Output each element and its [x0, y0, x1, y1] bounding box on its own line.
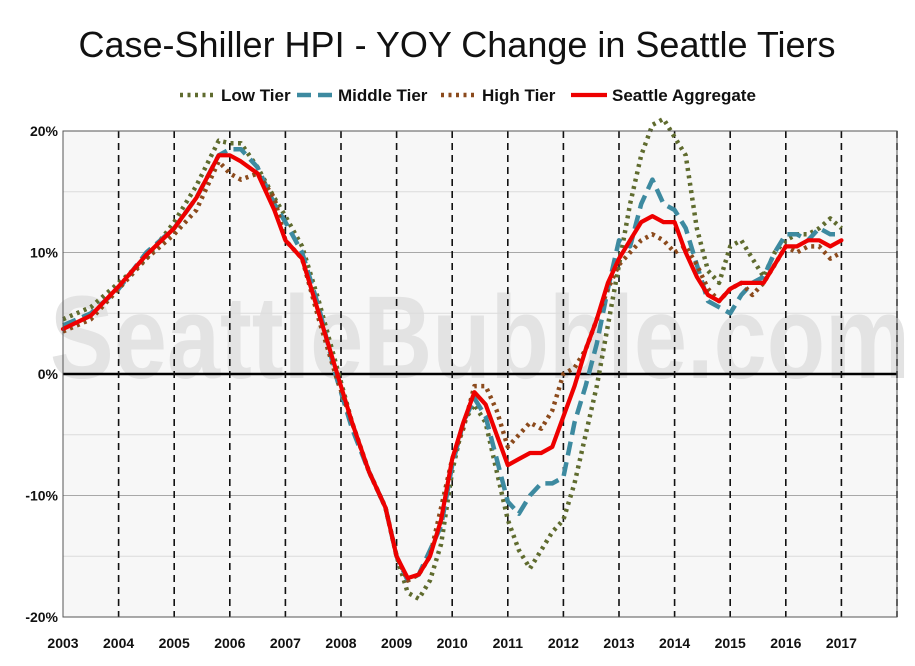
x-tick-label: 2011 — [493, 635, 524, 651]
legend: Low Tier Middle Tier High Tier Seattle Aggr… — [180, 86, 756, 105]
x-tick-label: 2017 — [826, 635, 857, 651]
legend-label: Low Tier — [221, 86, 291, 105]
x-tick-label: 2007 — [270, 635, 301, 651]
x-tick-label: 2006 — [214, 635, 245, 651]
legend-item: High Tier — [441, 86, 556, 105]
chart-title: Case-Shiller HPI - YOY Change in Seattle… — [78, 24, 835, 65]
x-tick-label: 2004 — [103, 635, 134, 651]
y-axis: 20% 10% 0% -10% -20% — [25, 123, 58, 625]
x-tick-label: 2014 — [659, 635, 690, 651]
x-tick-label: 2005 — [159, 635, 190, 651]
x-axis: 2003 2004 2005 2006 2007 2008 2009 2010 2011 2012… — [47, 635, 857, 651]
plot-area: SeattleBubble.com — [50, 116, 910, 618]
x-tick-label: 2012 — [548, 635, 579, 651]
legend-item: Low Tier — [180, 86, 291, 105]
series-line-high-tier — [62, 159, 843, 583]
x-tick-label: 2013 — [603, 635, 634, 651]
x-tick-label: 2003 — [47, 635, 78, 651]
watermark-text: SeattleBubble.com — [50, 272, 910, 404]
x-tick-label: 2016 — [770, 635, 801, 651]
y-tick-label: -10% — [25, 488, 58, 504]
y-tick-label: 10% — [30, 245, 59, 261]
x-tick-label: 2010 — [437, 635, 468, 651]
y-tick-label: -20% — [25, 609, 58, 625]
x-tick-label: 2015 — [715, 635, 746, 651]
series-line-seattle-aggregate — [60, 153, 844, 581]
x-tick-label: 2008 — [325, 635, 356, 651]
legend-label: Middle Tier — [338, 86, 428, 105]
y-tick-label: 0% — [38, 366, 59, 382]
legend-item: Seattle Aggregate — [571, 86, 756, 105]
plot-border — [62, 130, 898, 618]
series-layer — [60, 116, 844, 602]
series-line-middle-tier — [62, 146, 842, 583]
legend-item: Middle Tier — [297, 86, 428, 105]
legend-label: Seattle Aggregate — [612, 86, 756, 105]
y-tick-label: 20% — [30, 123, 59, 139]
x-tick-label: 2009 — [381, 635, 412, 651]
legend-label: High Tier — [482, 86, 556, 105]
